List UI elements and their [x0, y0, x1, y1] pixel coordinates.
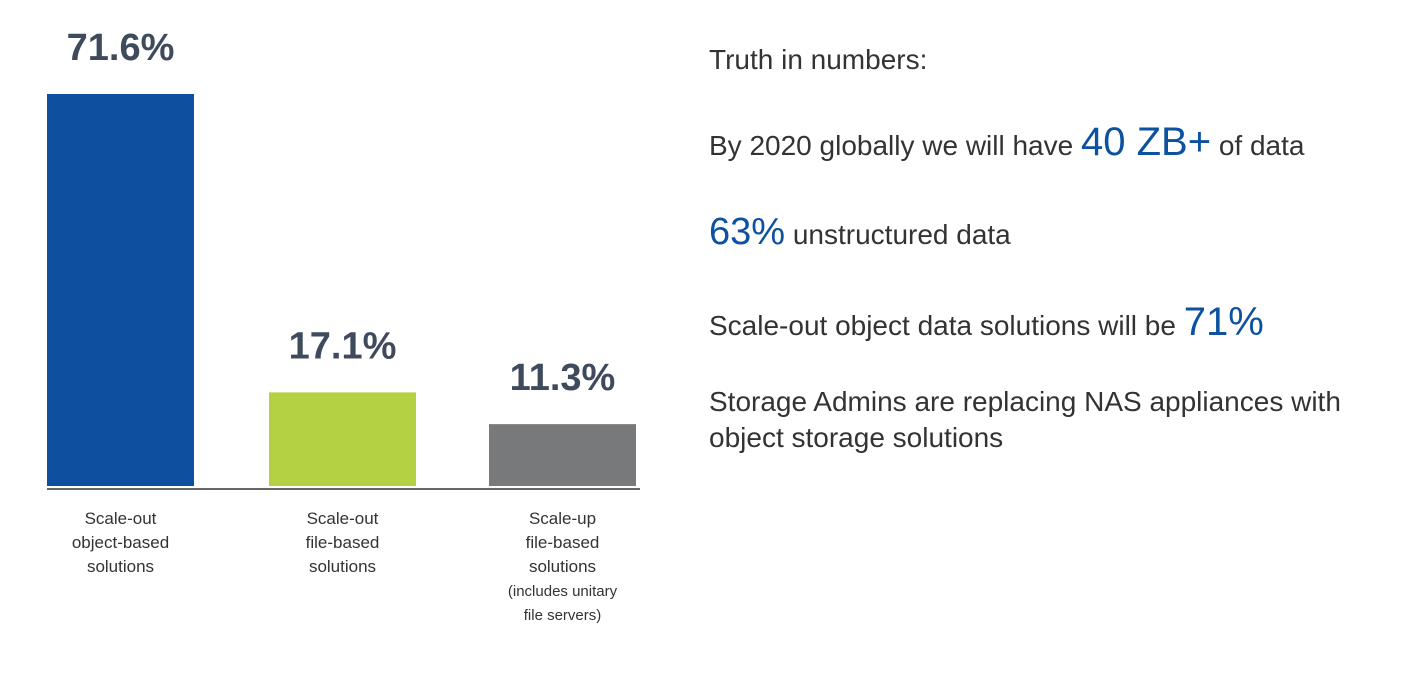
highlight-value: 40 ZB+ [1080, 120, 1212, 164]
value-label-2: 17.1% [289, 325, 397, 367]
fact-line-data-growth: By 2020 globally we will have 40 ZB+ of … [709, 122, 1305, 164]
heading-text: Truth in numbers: [709, 44, 928, 75]
category-label-2-line-2: file-based [306, 533, 380, 552]
category-label-3-line-3: solutions [529, 557, 596, 576]
fact-line-unstructured: 63% unstructured data [709, 211, 1011, 253]
category-label-3-line-4: (includes unitary [508, 583, 618, 600]
bar-2 [269, 392, 416, 486]
fact-text: of data [1211, 130, 1305, 161]
category-label-3-line-5: file servers) [524, 607, 602, 624]
fact-text: unstructured data [785, 219, 1011, 250]
bar-3 [489, 424, 636, 486]
category-label-2-line-3: solutions [309, 557, 376, 576]
bar-1 [47, 94, 194, 486]
category-label-3-line-2: file-based [526, 533, 600, 552]
fact-line-storage-admins: Storage Admins are replacing NAS applian… [709, 386, 1341, 453]
fact-text: Scale-out object data solutions will be [709, 310, 1184, 341]
category-label-3-line-1: Scale-up [529, 509, 596, 528]
bars [47, 94, 636, 486]
highlight-value: 63% [709, 211, 786, 253]
fact-line-scale-out: Scale-out object data solutions will be … [709, 302, 1264, 344]
category-label-2-line-1: Scale-out [307, 509, 379, 528]
category-labels: Scale-out object-based solutions Scale-out f… [72, 509, 618, 624]
value-label-1: 71.6% [67, 27, 175, 69]
fact-text: By 2020 globally we will have [709, 130, 1081, 161]
category-label-1-line-3: solutions [87, 557, 154, 576]
category-label-1-line-1: Scale-out [85, 509, 157, 528]
facts-heading: Truth in numbers: [709, 42, 927, 78]
value-label-3: 11.3% [510, 357, 616, 399]
highlight-value: 71% [1183, 300, 1264, 344]
bar-chart: 71.6% 17.1% 11.3% Scale-out object-based sol… [47, 27, 640, 624]
category-label-1-line-2: object-based [72, 533, 169, 552]
value-labels: 71.6% 17.1% 11.3% [67, 27, 616, 399]
